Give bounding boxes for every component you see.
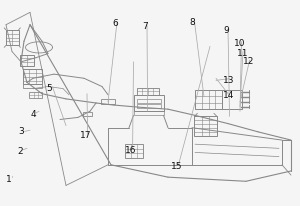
Bar: [195, 90, 222, 109]
Text: 4: 4: [30, 110, 36, 119]
Text: 14: 14: [223, 91, 234, 100]
Bar: [136, 104, 160, 108]
Bar: [134, 95, 164, 111]
Text: 13: 13: [223, 76, 234, 85]
Bar: [82, 112, 92, 116]
Text: 8: 8: [189, 18, 195, 27]
Text: 15: 15: [171, 162, 183, 171]
Bar: [20, 55, 34, 66]
Text: 11: 11: [237, 49, 248, 58]
Bar: [136, 88, 159, 95]
Text: 17: 17: [80, 131, 91, 140]
Text: 6: 6: [112, 19, 118, 28]
Text: 16: 16: [125, 146, 136, 155]
Bar: [100, 99, 115, 104]
Bar: [6, 30, 19, 45]
Bar: [136, 99, 160, 103]
Bar: [134, 111, 164, 115]
Text: 9: 9: [224, 26, 230, 35]
Bar: [22, 84, 42, 88]
Text: 3: 3: [19, 127, 25, 136]
Text: 2: 2: [18, 147, 23, 156]
Text: 7: 7: [142, 22, 148, 31]
Bar: [22, 69, 42, 84]
Bar: [222, 90, 242, 109]
Bar: [194, 116, 217, 136]
Bar: [29, 92, 42, 98]
Text: 12: 12: [243, 57, 255, 66]
Bar: [124, 144, 142, 158]
Text: 10: 10: [234, 39, 246, 48]
Text: 5: 5: [46, 84, 52, 93]
Text: 1: 1: [6, 175, 12, 184]
